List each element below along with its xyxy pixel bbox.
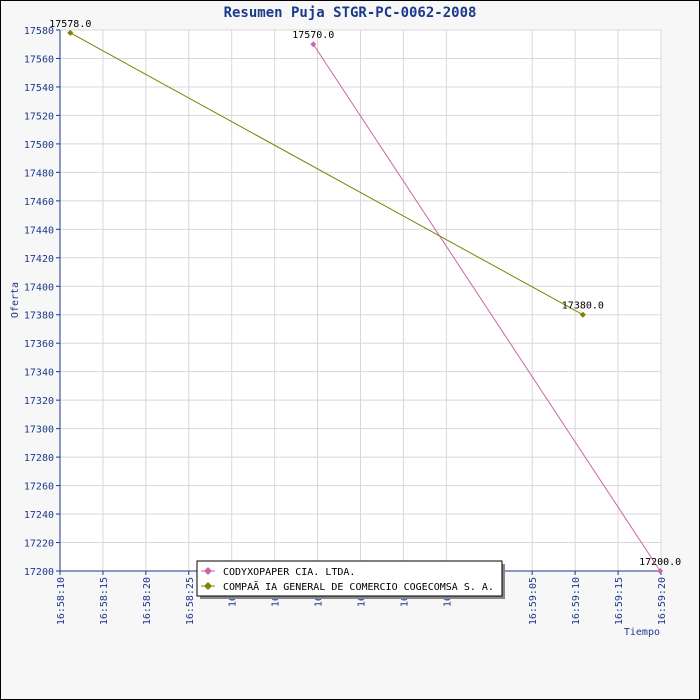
y-tick-label: 17460 <box>24 197 54 208</box>
x-tick-label: 16:58:10 <box>56 577 67 625</box>
y-tick-label: 17420 <box>24 254 54 265</box>
legend-entry: CODYXOPAPER CIA. LTDA. <box>223 567 355 578</box>
x-tick-label: 16:59:15 <box>614 577 625 625</box>
x-tick-label: 16:58:20 <box>142 577 153 625</box>
y-tick-label: 17400 <box>24 282 54 293</box>
data-point <box>67 29 74 36</box>
y-tick-label: 17540 <box>24 83 54 94</box>
y-tick-label: 17320 <box>24 396 54 407</box>
y-tick-label: 17380 <box>24 311 54 322</box>
x-tick-label: 16:59:10 <box>571 577 582 625</box>
y-tick-label: 17340 <box>24 368 54 379</box>
data-label: 17380.0 <box>562 301 604 312</box>
data-label: 17578.0 <box>49 19 91 30</box>
series-lines <box>67 29 664 574</box>
x-tick-label: 16:58:15 <box>99 577 110 625</box>
y-tick-label: 17260 <box>24 482 54 493</box>
legend-box <box>196 560 503 597</box>
y-tick-label: 17220 <box>24 539 54 550</box>
series-line <box>312 43 661 572</box>
y-tick-label: 17360 <box>24 339 54 350</box>
legend: CODYXOPAPER CIA. LTDA. COMPAÃ IA GENERAL … <box>196 560 505 599</box>
y-tick-label: 17200 <box>24 567 54 578</box>
y-tick-label: 17440 <box>24 225 54 236</box>
y-tick-label: 17500 <box>24 140 54 151</box>
y-tick-label: 17560 <box>24 54 54 65</box>
data-point <box>579 311 586 318</box>
chart-title: Resumen Puja STGR-PC-0062-2008 <box>224 5 477 21</box>
data-labels: 17570.0 17200.0 17578.0 17380.0 <box>49 19 681 568</box>
legend-entry: COMPAÃ IA GENERAL DE COMERCIO COGECOMSA … <box>223 580 494 593</box>
y-tick-label: 17480 <box>24 168 54 179</box>
data-label: 17570.0 <box>292 30 334 41</box>
x-axis-title: Tiempo <box>624 627 660 638</box>
y-tick-label: 17240 <box>24 510 54 521</box>
legend-marker <box>204 582 212 590</box>
x-tick-label: 16:58:25 <box>185 577 196 625</box>
series-line <box>70 32 584 316</box>
x-tick-label: 16:59:05 <box>528 577 539 625</box>
y-tick-label: 17280 <box>24 453 54 464</box>
x-tick-label: 16:59:20 <box>657 577 668 625</box>
data-label: 17200.0 <box>639 557 681 568</box>
y-tick-label: 17580 <box>24 26 54 37</box>
y-tick-label: 17520 <box>24 111 54 122</box>
grid-lines <box>59 29 662 572</box>
legend-marker <box>204 567 212 575</box>
data-point <box>657 568 664 574</box>
y-axis-title: Oferta <box>10 282 21 318</box>
data-point <box>310 41 317 48</box>
y-tick-label: 17300 <box>24 425 54 436</box>
